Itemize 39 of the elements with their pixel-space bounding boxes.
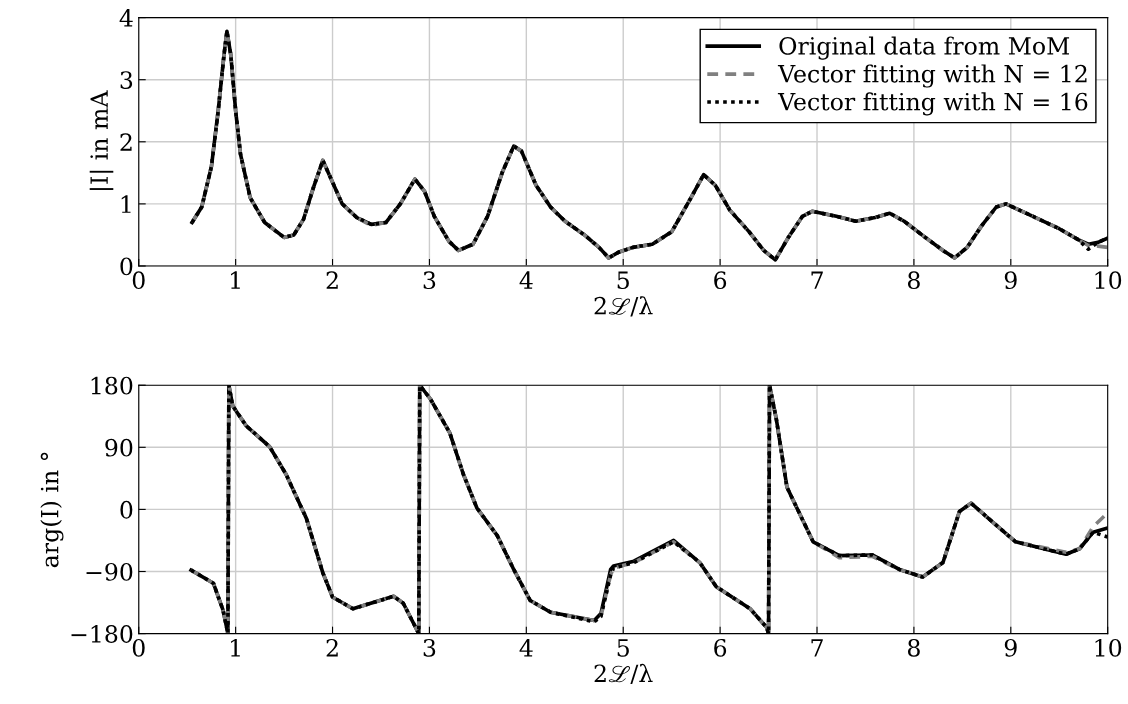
x-tick-label: 0 [132, 271, 145, 290]
legend-label: Vector fitting with N = 12 [777, 64, 1087, 88]
x-tick-label: 6 [714, 638, 727, 657]
y-tick-label: 0 [120, 257, 133, 276]
y-tick-label: 3 [120, 71, 133, 89]
x-tick-label: 5 [617, 271, 629, 290]
x-tick-label: 10 [1095, 271, 1122, 290]
x-tick-label: 3 [423, 271, 436, 290]
x-tick-label: 9 [1004, 638, 1017, 657]
x-tick-label: 9 [1004, 271, 1017, 290]
y-tick-label: −90 [86, 562, 133, 581]
x-tick-label: 2 [326, 638, 338, 657]
y-tick-label: 0 [120, 500, 133, 519]
y-tick-label: 4 [119, 9, 133, 27]
y-tick-label: 180 [91, 376, 133, 395]
x-tick-label: 4 [519, 638, 533, 657]
x-tick-label: 7 [811, 639, 823, 657]
y-axis-title: arg(I) in ° [40, 452, 64, 568]
y-tick-label: 90 [105, 438, 133, 457]
y-tick-label: −180 [71, 625, 133, 643]
y-tick-label: 1 [121, 195, 131, 213]
y-axis-title: |I| in mA [89, 90, 114, 190]
x-tick-label: 8 [907, 638, 920, 657]
x-tick-label: 1 [231, 271, 240, 289]
x-tick-label: 1 [231, 638, 240, 657]
x-tick-label: 5 [617, 639, 629, 657]
x-tick-label: 3 [423, 638, 436, 657]
x-tick-label: 0 [132, 638, 145, 657]
x-axis-title: 2ℒ/λ [594, 663, 653, 685]
x-tick-label: 6 [714, 271, 727, 290]
x-tick-label: 10 [1095, 638, 1122, 657]
x-tick-label: 4 [519, 271, 533, 289]
legend-label: Vector fitting with N = 16 [777, 92, 1088, 116]
legend-label: Original data from MoM [779, 36, 1070, 60]
y-tick-label: 2 [120, 133, 132, 151]
x-axis-title: 2ℒ/λ [594, 296, 653, 317]
x-tick-label: 8 [907, 271, 920, 290]
x-tick-label: 2 [326, 271, 338, 289]
x-tick-label: 7 [811, 271, 823, 289]
